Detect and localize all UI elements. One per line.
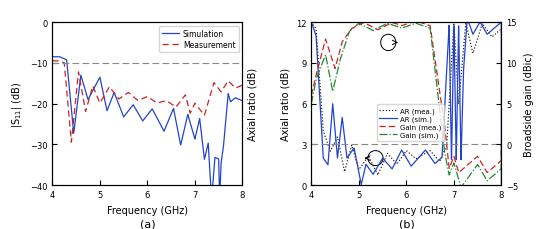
Simulation <box>199 138 206 141</box>
Gain (mea.) <box>396 24 402 27</box>
Gain (sim.) <box>308 103 315 106</box>
Simulation <box>234 98 240 100</box>
Y-axis label: Axial ratio (dB): Axial ratio (dB) <box>280 68 290 141</box>
AR (sim.) <box>498 184 505 187</box>
Measurement <box>137 99 143 102</box>
AR (mea.) <box>498 28 505 31</box>
Gain (mea.) <box>401 25 407 27</box>
AR (mea.) <box>396 160 402 163</box>
X-axis label: Frequency (GHz): Frequency (GHz) <box>107 205 188 215</box>
Measurement <box>68 141 75 144</box>
Measurement <box>234 87 240 89</box>
Measurement <box>59 61 66 64</box>
Line: Gain (mea.): Gain (mea.) <box>311 22 501 173</box>
AR (sim.) <box>308 22 315 24</box>
Line: Measurement: Measurement <box>52 62 242 142</box>
Gain (sim.) <box>498 143 505 146</box>
AR (sim.) <box>493 26 499 29</box>
Gain (mea.) <box>318 56 325 58</box>
Simulation <box>208 199 215 202</box>
Gain (mea.) <box>413 20 419 23</box>
Simulation <box>49 56 56 59</box>
Gain (mea.) <box>484 172 490 174</box>
AR (sim.) <box>458 158 464 161</box>
Legend: AR (mea.), AR (sim.), Gain (mea.), Gain (sim.): AR (mea.), AR (sim.), Gain (mea.), Gain … <box>377 105 444 141</box>
Measurement <box>234 87 240 90</box>
AR (mea.) <box>308 22 315 24</box>
AR (mea.) <box>493 33 499 36</box>
Simulation <box>142 117 148 120</box>
Gain (sim.) <box>396 27 402 29</box>
Gain (mea.) <box>458 169 464 172</box>
Line: AR (mea.): AR (mea.) <box>311 23 501 175</box>
Y-axis label: Axial ratio (dB): Axial ratio (dB) <box>248 68 258 141</box>
Simulation <box>59 57 66 60</box>
Legend: Simulation, Measurement: Simulation, Measurement <box>159 27 239 53</box>
Simulation <box>234 98 240 100</box>
Gain (mea.) <box>498 143 505 146</box>
AR (mea.) <box>318 99 325 102</box>
Simulation <box>239 100 246 103</box>
Gain (sim.) <box>458 186 464 189</box>
Line: Gain (sim.): Gain (sim.) <box>311 24 501 188</box>
AR (mea.) <box>401 153 407 156</box>
AR (mea.) <box>458 76 464 78</box>
Measurement <box>199 112 206 114</box>
Text: (b): (b) <box>399 219 414 229</box>
Gain (mea.) <box>493 164 499 167</box>
Gain (sim.) <box>355 23 362 25</box>
Gain (sim.) <box>318 66 325 68</box>
Measurement <box>142 97 148 100</box>
Gain (sim.) <box>401 27 407 30</box>
X-axis label: Frequency (GHz): Frequency (GHz) <box>366 205 447 215</box>
Gain (sim.) <box>493 172 499 175</box>
Y-axis label: Broadside gain (dBic): Broadside gain (dBic) <box>524 52 534 156</box>
AR (mea.) <box>493 33 499 36</box>
Line: Simulation: Simulation <box>52 57 242 200</box>
AR (sim.) <box>401 153 407 155</box>
AR (mea.) <box>375 174 381 177</box>
Measurement <box>239 84 246 87</box>
Gain (sim.) <box>493 172 499 175</box>
AR (sim.) <box>493 26 499 29</box>
Y-axis label: |S$_{11}$| (dB): |S$_{11}$| (dB) <box>10 81 24 127</box>
Gain (mea.) <box>493 164 499 167</box>
Gain (sim.) <box>458 186 464 189</box>
Text: (a): (a) <box>140 219 155 229</box>
AR (sim.) <box>318 120 325 123</box>
AR (sim.) <box>396 155 402 157</box>
Measurement <box>49 60 56 63</box>
Simulation <box>137 115 143 118</box>
Line: AR (sim.): AR (sim.) <box>311 23 501 185</box>
Gain (mea.) <box>308 95 315 98</box>
